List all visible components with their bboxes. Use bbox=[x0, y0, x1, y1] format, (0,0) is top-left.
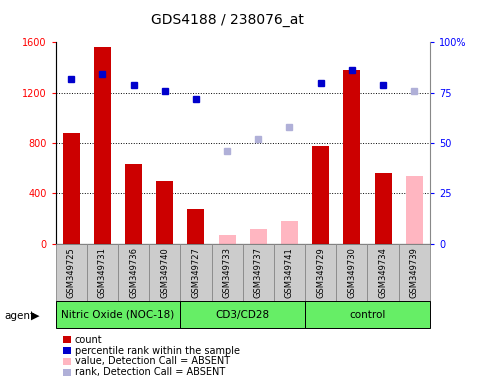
Bar bbox=[218, 235, 236, 244]
Bar bbox=[125, 164, 142, 244]
Bar bbox=[56, 244, 87, 301]
Bar bbox=[398, 244, 430, 301]
Text: GSM349725: GSM349725 bbox=[67, 247, 76, 298]
Bar bbox=[406, 176, 423, 244]
Bar bbox=[250, 229, 267, 244]
Bar bbox=[242, 244, 274, 301]
Text: agent: agent bbox=[5, 311, 35, 321]
Text: GSM349737: GSM349737 bbox=[254, 247, 263, 298]
Text: GSM349733: GSM349733 bbox=[223, 247, 232, 298]
Bar bbox=[56, 301, 180, 328]
Text: GSM349734: GSM349734 bbox=[379, 247, 387, 298]
Text: ▶: ▶ bbox=[30, 311, 39, 321]
Bar bbox=[180, 244, 212, 301]
Bar bbox=[149, 244, 180, 301]
Bar bbox=[281, 221, 298, 244]
Bar bbox=[336, 244, 368, 301]
Bar bbox=[87, 244, 118, 301]
Text: GDS4188 / 238076_at: GDS4188 / 238076_at bbox=[151, 13, 303, 27]
Bar bbox=[156, 181, 173, 244]
Text: GSM349727: GSM349727 bbox=[191, 247, 200, 298]
Bar bbox=[312, 146, 329, 244]
Text: control: control bbox=[349, 310, 385, 320]
Text: Nitric Oxide (NOC-18): Nitric Oxide (NOC-18) bbox=[61, 310, 174, 320]
Text: GSM349736: GSM349736 bbox=[129, 247, 138, 298]
Text: value, Detection Call = ABSENT: value, Detection Call = ABSENT bbox=[75, 356, 230, 366]
Text: GSM349731: GSM349731 bbox=[98, 247, 107, 298]
Text: GSM349741: GSM349741 bbox=[285, 247, 294, 298]
Bar bbox=[187, 209, 204, 244]
Bar bbox=[374, 173, 392, 244]
Bar bbox=[180, 301, 305, 328]
Text: CD3/CD28: CD3/CD28 bbox=[215, 310, 270, 320]
Bar bbox=[343, 70, 360, 244]
Bar bbox=[212, 244, 242, 301]
Text: GSM349740: GSM349740 bbox=[160, 247, 169, 298]
Text: GSM349729: GSM349729 bbox=[316, 247, 325, 298]
Text: GSM349730: GSM349730 bbox=[347, 247, 356, 298]
Text: percentile rank within the sample: percentile rank within the sample bbox=[75, 346, 240, 356]
Text: count: count bbox=[75, 335, 102, 345]
Bar bbox=[63, 133, 80, 244]
Bar bbox=[274, 244, 305, 301]
Bar bbox=[368, 244, 398, 301]
Text: rank, Detection Call = ABSENT: rank, Detection Call = ABSENT bbox=[75, 367, 225, 377]
Text: GSM349739: GSM349739 bbox=[410, 247, 419, 298]
Bar bbox=[305, 244, 336, 301]
Bar bbox=[305, 301, 430, 328]
Bar bbox=[94, 47, 111, 244]
Bar bbox=[118, 244, 149, 301]
